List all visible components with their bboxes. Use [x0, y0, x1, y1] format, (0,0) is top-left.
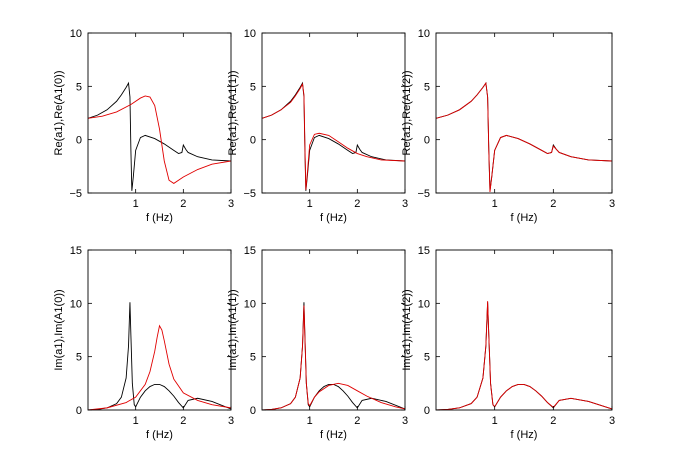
y-tick-label: 5: [424, 352, 430, 364]
y-tick-label: 5: [250, 81, 256, 93]
y-axis-label: Im(a1),Im(A1(0)): [53, 289, 65, 370]
x-tick-label: 1: [492, 415, 498, 427]
axes-frame: [261, 32, 406, 194]
series-line-approx: [262, 82, 405, 190]
x-tick-label: 3: [609, 198, 615, 210]
panel-top-right: 1 2 3 −5 0 5 10 f (Hz) Re(a1),Re(A1(2)): [401, 28, 615, 224]
x-axis-label: f (Hz): [146, 212, 173, 224]
x-tick-label: 2: [180, 198, 186, 210]
y-tick-label: 5: [76, 352, 82, 364]
series-line-measured: [436, 81, 612, 191]
panel-top-middle: 1 2 3 −5 0 5 10 f (Hz) Re(a1),Re(A1(1)): [227, 28, 408, 224]
y-tick-label: 0: [76, 405, 82, 417]
y-tick-label: 10: [70, 298, 82, 310]
y-tick-label: 10: [70, 28, 82, 40]
y-tick-label: 0: [424, 135, 430, 147]
y-tick-label: 10: [244, 28, 256, 40]
y-tick-label: 15: [70, 245, 82, 257]
y-tick-label: 5: [424, 81, 430, 93]
axes-frame: [87, 32, 232, 194]
y-tick-label: 5: [76, 81, 82, 93]
y-tick-label: 15: [244, 245, 256, 257]
panel-bottom-middle: 1 2 3 0 5 10 15 f (Hz) Im(a1),Im(A1(1)): [227, 245, 408, 441]
x-tick-label: 1: [307, 198, 313, 210]
x-tick-label: 1: [492, 198, 498, 210]
series-line-measured: [262, 302, 405, 410]
x-tick-label: 3: [228, 198, 234, 210]
y-tick-label: 10: [418, 28, 430, 40]
y-tick-label: 0: [250, 405, 256, 417]
y-axis-label: Im(a1),Im(A1(2)): [401, 289, 413, 370]
series-line-measured: [88, 81, 231, 191]
panel-bottom-left: 1 2 3 0 5 10 15 f (Hz) Im(a1),Im(A1(0)): [53, 245, 234, 441]
panel-top-left: 1 2 3 −5 0 5 10 f (Hz) Re(a1),Re(A1(0)): [53, 28, 234, 224]
y-tick-label: 15: [418, 245, 430, 257]
series-line-measured: [262, 81, 405, 191]
axes-frame: [261, 249, 406, 411]
y-axis-label: Re(a1),Re(A1(2)): [401, 71, 413, 156]
x-tick-label: 2: [550, 415, 556, 427]
x-tick-label: 1: [133, 415, 139, 427]
series-line-measured: [436, 302, 612, 410]
x-axis-label: f (Hz): [511, 429, 538, 441]
y-axis-label: Im(a1),Im(A1(1)): [227, 289, 239, 370]
y-tick-label: 0: [76, 135, 82, 147]
axes-frame: [435, 32, 613, 194]
x-tick-label: 1: [307, 415, 313, 427]
y-tick-label: 10: [244, 298, 256, 310]
series-line-approx: [436, 301, 612, 410]
y-tick-label: −5: [417, 188, 430, 200]
y-tick-label: 0: [250, 135, 256, 147]
series-line-approx: [262, 305, 405, 410]
x-tick-label: 1: [133, 198, 139, 210]
y-tick-label: 5: [250, 352, 256, 364]
y-tick-label: 10: [418, 298, 430, 310]
x-tick-label: 3: [609, 415, 615, 427]
x-axis-label: f (Hz): [146, 429, 173, 441]
series-line-approx: [88, 95, 231, 184]
x-axis-label: f (Hz): [320, 212, 347, 224]
y-axis-label: Re(a1),Re(A1(1)): [227, 71, 239, 156]
x-axis-label: f (Hz): [320, 429, 347, 441]
x-axis-label: f (Hz): [511, 212, 538, 224]
x-tick-label: 2: [550, 198, 556, 210]
y-axis-label: Re(a1),Re(A1(0)): [53, 71, 65, 156]
axes-frame: [87, 249, 232, 411]
x-tick-label: 3: [228, 415, 234, 427]
y-tick-label: 0: [424, 405, 430, 417]
x-tick-label: 2: [354, 415, 360, 427]
axes-frame: [435, 249, 613, 411]
series-line-approx: [88, 324, 231, 410]
x-tick-label: 2: [354, 198, 360, 210]
x-tick-label: 3: [402, 198, 408, 210]
x-tick-label: 3: [402, 415, 408, 427]
y-tick-label: −5: [69, 188, 82, 200]
panel-bottom-right: 1 2 3 0 5 10 15 f (Hz) Im(a1),Im(A1(2)): [401, 245, 615, 441]
series-line-measured: [88, 302, 231, 410]
x-tick-label: 2: [180, 415, 186, 427]
series-line-approx: [436, 81, 612, 192]
y-tick-label: −5: [243, 188, 256, 200]
